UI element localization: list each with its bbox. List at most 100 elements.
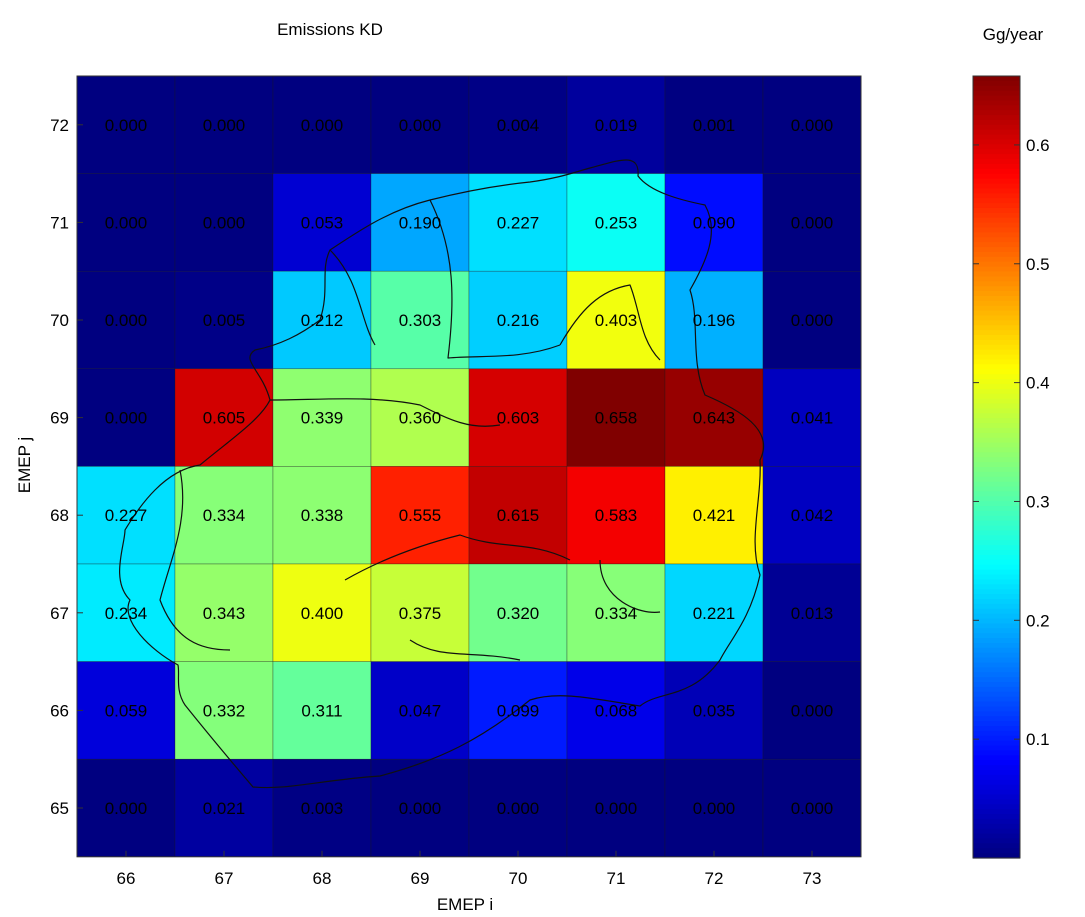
heatmap-cell <box>762 563 862 662</box>
cell-value-label: 0.090 <box>693 213 736 232</box>
cell-value-label: 0.000 <box>203 213 246 232</box>
heatmap-cell <box>272 563 372 662</box>
colorbar-segment <box>973 770 1020 776</box>
colorbar-segment <box>973 418 1020 424</box>
heatmap-cell <box>174 75 274 174</box>
colorbar-segment <box>973 374 1020 380</box>
colorbar-segment <box>973 486 1020 493</box>
x-axis-label: EMEP i <box>437 895 493 914</box>
colorbar-segment <box>973 325 1020 331</box>
colorbar-segment <box>973 726 1020 732</box>
colorbar-segment <box>973 462 1020 468</box>
colorbar-tick-label: 0.4 <box>1026 374 1050 393</box>
heatmap-cell <box>76 661 176 760</box>
colorbar-segment <box>973 598 1020 605</box>
colorbar-segment <box>973 779 1020 786</box>
heatmap-cell <box>370 368 470 467</box>
region-outline-path <box>409 639 521 661</box>
cell-value-label: 0.253 <box>595 213 638 232</box>
colorbar-segment <box>973 413 1020 419</box>
heatmap-cell <box>566 563 666 662</box>
colorbar-segment <box>973 633 1020 639</box>
cell-value-label: 0.000 <box>791 311 834 330</box>
cell-value-label: 0.643 <box>693 409 736 428</box>
cell-value-label: 0.334 <box>595 604 638 623</box>
heatmap-cell <box>566 466 666 565</box>
colorbar-segment <box>973 535 1020 541</box>
heatmap-cell <box>762 75 862 174</box>
cell-value-label: 0.375 <box>399 604 442 623</box>
x-tick-label: 73 <box>803 869 822 888</box>
heatmap-cell <box>370 466 470 565</box>
colorbar-segment <box>973 554 1020 561</box>
cell-value-label: 0.320 <box>497 604 540 623</box>
heatmap-cell <box>174 563 274 662</box>
heatmap-cell <box>762 661 862 760</box>
colorbar-segment <box>973 379 1020 385</box>
colorbar-segment <box>973 515 1020 522</box>
colorbar-segment <box>973 799 1020 805</box>
colorbar-tick-label: 0.2 <box>1026 611 1050 630</box>
heatmap-cell <box>762 466 862 565</box>
colorbar-segment <box>973 814 1020 820</box>
heatmap-cell <box>174 173 274 272</box>
colorbar-segment <box>973 266 1020 273</box>
colorbar-segment <box>973 677 1020 683</box>
y-axis-ticks: 72 71 70 69 68 67 66 65 <box>50 116 83 818</box>
colorbar-segment <box>973 530 1020 537</box>
cell-value-label: 0.068 <box>595 701 638 720</box>
colorbar-segment <box>973 481 1020 488</box>
x-tick-label: 72 <box>705 869 724 888</box>
colorbar-segment <box>973 183 1020 190</box>
region-outline-path <box>599 559 661 613</box>
cell-value-label: 0.000 <box>105 409 148 428</box>
region-outline-path <box>559 284 661 361</box>
heatmap-cell <box>468 75 568 174</box>
cell-value-label: 0.000 <box>105 213 148 232</box>
x-tick-label: 69 <box>411 869 430 888</box>
colorbar-segment <box>973 501 1020 507</box>
colorbar-segment <box>973 838 1020 844</box>
colorbar-segment <box>973 774 1020 781</box>
cell-value-label: 0.311 <box>301 701 342 720</box>
cell-value-label: 0.339 <box>301 409 344 428</box>
colorbar-segment <box>973 76 1020 82</box>
colorbar-segment <box>973 119 1020 126</box>
cell-value-label: 0.059 <box>105 701 148 720</box>
heatmap-cell <box>664 466 764 565</box>
cell-labels: 0.000 0.000 0.000 0.000 0.004 0.019 0.001 0.000… <box>105 116 834 818</box>
cell-value-label: 0.000 <box>105 116 148 135</box>
colorbar-segment <box>973 203 1020 209</box>
colorbar-segment <box>973 510 1020 517</box>
heatmap-cell <box>76 75 176 174</box>
colorbar-segment <box>973 207 1020 214</box>
colorbar-segment <box>973 335 1020 341</box>
y-tick-label: 70 <box>50 311 69 330</box>
y-tick-label: 71 <box>50 213 69 232</box>
cell-value-label: 0.000 <box>301 116 344 135</box>
cell-value-label: 0.000 <box>105 311 148 330</box>
cell-value-label: 0.000 <box>791 116 834 135</box>
region-outline-path <box>429 199 561 359</box>
colorbar-segment <box>973 237 1020 243</box>
colorbar-segment <box>973 696 1020 703</box>
heatmap-cell <box>468 661 568 760</box>
colorbar-segment <box>973 843 1020 849</box>
cell-value-label: 0.583 <box>595 506 638 525</box>
colorbar-segment <box>973 163 1020 170</box>
x-axis-ticks: 66 67 68 69 70 71 72 73 <box>117 850 822 888</box>
y-tick-label: 69 <box>50 409 69 428</box>
heatmap-cell <box>664 661 764 760</box>
heatmap-cell <box>468 368 568 467</box>
colorbar-segment <box>973 784 1020 791</box>
colorbar-segment <box>973 603 1020 610</box>
colorbar-tick-label: 0.6 <box>1026 136 1050 155</box>
colorbar-segment <box>973 212 1020 219</box>
heatmap-cell <box>370 173 470 272</box>
region-outline-path <box>159 469 231 651</box>
cell-value-label: 0.234 <box>105 604 148 623</box>
colorbar-segment <box>973 828 1020 835</box>
colorbar-segment <box>973 520 1020 527</box>
colorbar-tick-label: 0.3 <box>1026 492 1050 511</box>
